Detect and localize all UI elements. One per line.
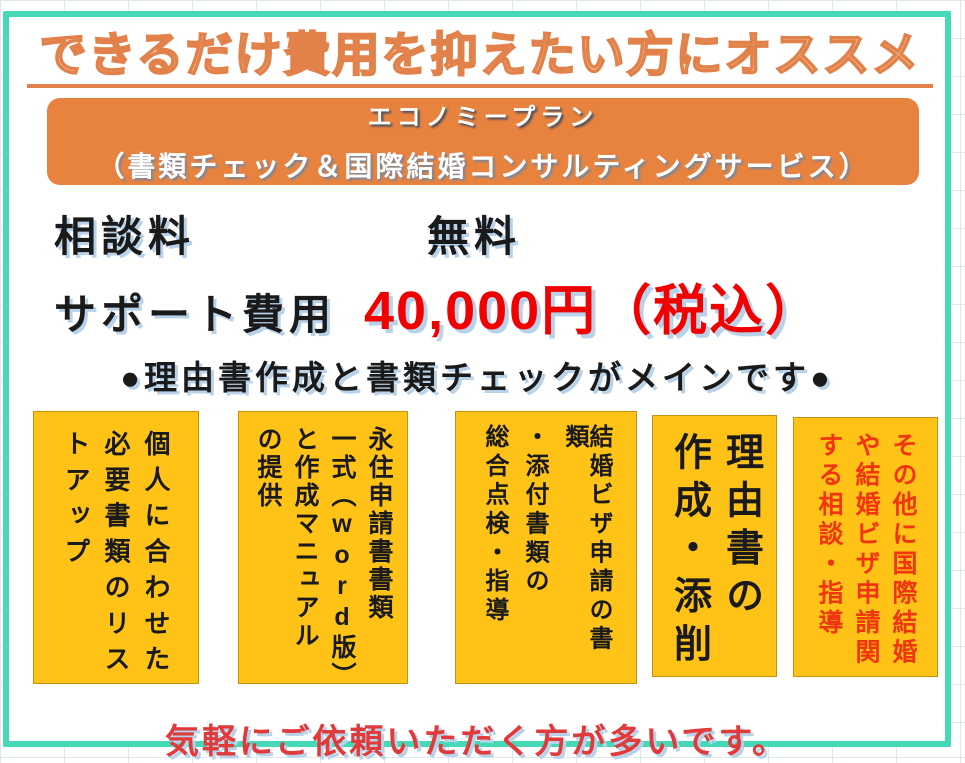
page-title: できるだけ費用を抑えたい方にオススメ	[27, 28, 933, 88]
footer-note: 気軽にご依頼いただく方が多いです。	[165, 722, 789, 761]
consultation-fee-label: 相談料	[54, 212, 196, 260]
support-fee-label: サポート費用	[54, 290, 337, 338]
service-box-document-inspection: 結婚ビザ申請の書類 ・添付書類の 総合点検・指導	[455, 410, 637, 684]
service-box-other-consultation: その他に国際結婚 や結婚ビザ申請関 する相談・指導	[793, 416, 938, 677]
plan-banner: エコノミープラン （書類チェック＆国際結婚コンサルティングサービス）	[47, 97, 919, 185]
vertical-text-column: ・添付書類の	[521, 423, 548, 597]
main-service-highlight: ●理由書作成と書類チェックがメインです●	[120, 358, 834, 396]
vertical-text-column: の提供	[254, 425, 282, 510]
vertical-text-column: トアップ	[61, 429, 91, 574]
consultation-fee-row: 相談料 無料	[54, 203, 945, 264]
vertical-text-column: 一式（word版）	[328, 425, 356, 690]
flyer-panel: できるだけ費用を抑えたい方にオススメ エコノミープラン （書類チェック＆国際結婚…	[3, 11, 951, 761]
vertical-text-column: と作成マニュアル	[291, 425, 319, 650]
service-box-reason-letter: 理由書の 作成・添削	[652, 414, 777, 677]
support-fee-row: サポート費用 40,000円（税込）	[54, 266, 945, 345]
consultation-fee-value: 無料	[427, 212, 522, 260]
plan-subtitle: （書類チェック＆国際結婚コンサルティングサービス）	[96, 151, 870, 183]
vertical-text-column: 理由書の	[719, 431, 762, 624]
vertical-text-column: 必要書類のリス	[101, 429, 131, 681]
support-fee-value: 40,000円（税込）	[364, 280, 822, 341]
service-boxes: 個人に合わせた 必要書類のリス トアップ 永住申請書書類 一式（word版） と…	[9, 410, 945, 690]
vertical-text-column: 作成・添削	[667, 431, 710, 672]
vertical-text-column: 個人に合わせた	[141, 429, 171, 681]
vertical-text-column: その他に国際結婚	[889, 431, 917, 668]
vertical-text-column: や結婚ビザ申請関	[852, 431, 880, 668]
service-box-document-listing: 個人に合わせた 必要書類のリス トアップ	[33, 410, 199, 684]
fees-section: 相談料 無料 サポート費用 40,000円（税込）	[54, 203, 945, 345]
vertical-text-column: する相談・指導	[815, 431, 843, 639]
vertical-text-column: 総合点検・指導	[481, 423, 508, 626]
vertical-text-column: 結婚ビザ申請の書類	[561, 423, 612, 655]
service-box-application-set: 永住申請書書類 一式（word版） と作成マニュアル の提供	[238, 410, 408, 690]
plan-name: エコノミープラン	[367, 104, 599, 132]
vertical-text-column: 永住申請書書類	[365, 425, 393, 622]
